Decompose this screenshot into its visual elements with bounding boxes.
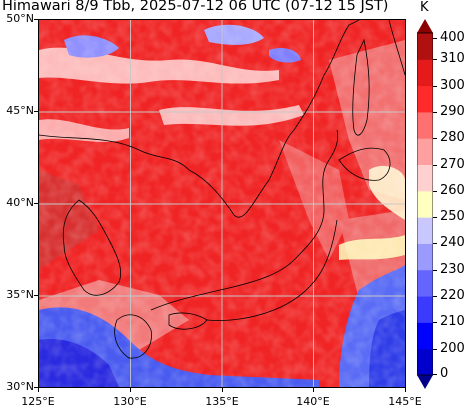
y-label-35n: 35°N <box>6 288 34 301</box>
y-tick <box>34 203 38 204</box>
y-label-45n: 45°N <box>6 104 34 117</box>
colorbar-band <box>417 59 433 87</box>
coastline-shikoku <box>168 312 208 330</box>
colorbar-label: 280 <box>440 130 465 146</box>
x-tick <box>130 388 131 392</box>
colorbar-tick <box>433 217 437 219</box>
colorbar-band <box>417 243 433 271</box>
colorbar-band <box>417 296 433 323</box>
colorbar-label: 270 <box>440 156 465 172</box>
colorbar-band <box>417 33 433 60</box>
colorbar-tick <box>433 85 437 87</box>
colorbar-label: 290 <box>440 103 465 119</box>
x-tick <box>222 388 223 392</box>
x-tick <box>313 388 314 392</box>
map-canvas <box>39 20 405 387</box>
colorbar-label: 400 <box>440 30 465 45</box>
y-tick <box>34 295 38 296</box>
colorbar-label: 210 <box>440 314 465 330</box>
x-label-125e: 125°E <box>21 395 55 408</box>
x-label-145e: 145°E <box>388 395 422 408</box>
coastline-kyushu <box>114 314 152 359</box>
colorbar-label: 240 <box>440 235 465 251</box>
colorbar-band <box>417 85 433 113</box>
colorbar-label: 310 <box>440 51 465 67</box>
gridlines <box>39 20 405 387</box>
colorbar-bands <box>417 33 433 376</box>
coastline-mainland <box>39 20 360 218</box>
map-title: Himawari 8/9 Tbb, 2025-07-12 06 UTC (07-… <box>2 0 389 14</box>
y-tick <box>34 19 38 20</box>
coastline-hokkaido <box>338 147 391 181</box>
colorbar-band <box>417 111 433 139</box>
colorbar-band <box>417 269 433 297</box>
colorbar-label: 250 <box>440 209 465 225</box>
x-label-140e: 140°E <box>296 395 330 408</box>
colorbar-label: 200 <box>440 340 465 356</box>
colorbar-tick <box>433 190 437 192</box>
x-label-130e: 130°E <box>113 395 147 408</box>
coastline-korea <box>62 199 122 296</box>
y-tick <box>34 111 38 112</box>
colorbar-band <box>417 217 433 244</box>
y-tick <box>34 387 38 388</box>
colorbar-tick <box>433 296 437 298</box>
colorbar-band <box>417 348 433 376</box>
colorbar-label: 230 <box>440 261 465 277</box>
colorbar-tick <box>433 138 437 140</box>
colorbar-label: 0 <box>440 366 449 381</box>
colorbar-tick <box>433 59 437 61</box>
colorbar-top-arrow <box>417 19 433 33</box>
x-tick <box>38 388 39 392</box>
x-tick <box>405 388 406 392</box>
coastline-honshu <box>150 129 339 311</box>
colorbar-tick <box>433 243 437 245</box>
y-label-30n: 30°N <box>6 380 34 393</box>
colorbar-band <box>417 164 433 192</box>
coastlines <box>39 20 405 359</box>
colorbar-tick <box>433 269 437 271</box>
colorbar-label: 260 <box>440 182 465 198</box>
colorbar-tick <box>433 164 437 166</box>
colorbar-tick <box>433 111 437 113</box>
satellite-map[interactable] <box>38 19 406 388</box>
y-label-40n: 40°N <box>6 196 34 209</box>
colorbar <box>417 19 433 389</box>
y-label-50n: 50°N <box>6 12 34 25</box>
colorbar-label: 300 <box>440 77 465 93</box>
x-label-135e: 135°E <box>205 395 239 408</box>
coastline-kamchatka <box>388 20 405 76</box>
colorbar-band <box>417 190 433 218</box>
coastline-sakhalin <box>352 38 370 136</box>
colorbar-tick <box>433 348 437 350</box>
colorbar-tick <box>433 38 437 39</box>
colorbar-band <box>417 322 433 350</box>
colorbar-unit: K <box>420 0 429 15</box>
colorbar-tick <box>433 374 437 375</box>
colorbar-label: 220 <box>440 288 465 304</box>
coastline-honshu-south <box>206 219 338 321</box>
colorbar-tick <box>433 322 437 324</box>
colorbar-bottom-arrow <box>417 375 433 389</box>
colorbar-band <box>417 138 433 166</box>
